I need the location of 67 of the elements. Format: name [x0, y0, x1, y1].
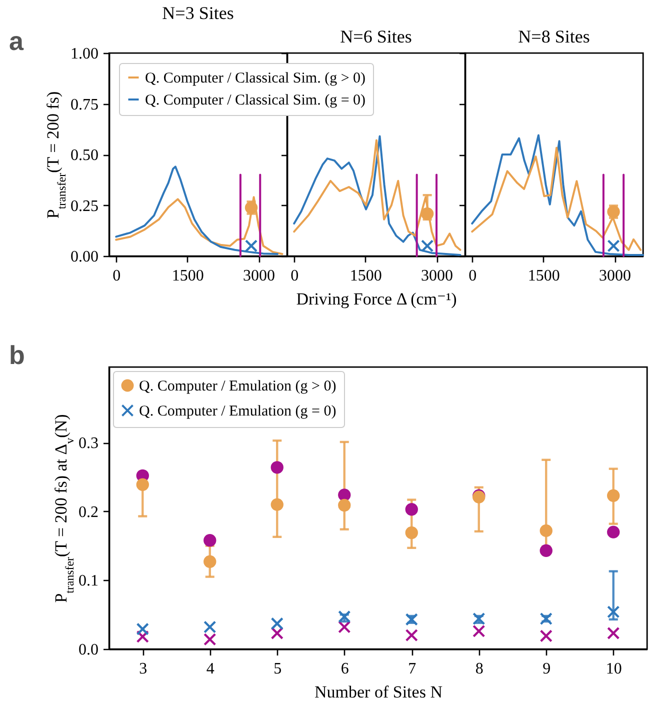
point	[405, 503, 418, 516]
x-axis-title: Driving Force Δ (cm⁻¹)	[296, 290, 457, 308]
y-tick-label: 0.0	[78, 642, 98, 658]
x-tick-label: 9	[542, 660, 551, 678]
point	[540, 612, 552, 626]
y-tick-label: 0.50	[70, 147, 98, 164]
y-tick-label: 0.3	[78, 435, 98, 452]
x-tick-label: 0	[468, 268, 477, 284]
point	[204, 534, 216, 547]
x-tick-label: 1500	[172, 268, 204, 284]
y-tick-label: 0.25	[70, 198, 98, 215]
point	[136, 478, 149, 491]
legend-label: Q. Computer / Emulation (g > 0)	[139, 378, 336, 394]
point	[270, 626, 284, 640]
point	[472, 612, 486, 626]
x-tick-label: 0	[290, 268, 299, 284]
x-tick-label: 1500	[350, 268, 382, 284]
point	[472, 624, 486, 638]
point	[540, 544, 552, 557]
x-tick-label: 0	[112, 268, 121, 284]
point	[405, 628, 418, 642]
x-tick-label: 8	[475, 660, 484, 678]
point	[338, 498, 351, 512]
line-series	[115, 166, 279, 255]
line-series	[115, 196, 284, 255]
chart-title: N=6 Sites	[340, 26, 412, 46]
point	[136, 630, 149, 643]
point	[136, 622, 149, 636]
x-tick-label: 4	[206, 660, 214, 678]
y-tick-label: 1.00	[70, 46, 98, 62]
x-tick-label: 3000	[421, 268, 454, 284]
point	[338, 620, 351, 634]
point	[405, 526, 418, 540]
legend-label: Q. Computer / Classical Sim. (g = 0)	[145, 92, 366, 108]
x-tick-label: 6	[340, 660, 349, 678]
y-tick-label: 0.2	[78, 504, 98, 521]
point	[270, 498, 284, 511]
text: b	[9, 340, 25, 370]
x-tick-label: 5	[274, 660, 282, 678]
point	[270, 461, 284, 474]
legend-label: Q. Computer / Classical Sim. (g > 0)	[145, 70, 366, 86]
x-tick-label: 1500	[528, 268, 560, 284]
point	[540, 630, 552, 642]
point	[204, 633, 216, 646]
point	[607, 526, 620, 538]
point	[204, 620, 216, 634]
y-tick-label: 0.00	[70, 248, 98, 266]
x-tick-label: 3000	[243, 268, 276, 284]
x-tick-label: 7	[408, 660, 416, 678]
point	[607, 489, 620, 502]
y-tick-label: 0.75	[70, 96, 98, 114]
point	[338, 488, 351, 502]
chart-title: N=8 Sites	[518, 26, 590, 46]
point	[540, 524, 552, 538]
point	[204, 555, 216, 568]
x-tick-label: 10	[606, 660, 622, 678]
text: a	[9, 26, 24, 56]
legend-label: Q. Computer / Emulation (g = 0)	[139, 404, 336, 420]
point	[338, 610, 351, 624]
chart-title: N=3 Sites	[162, 3, 234, 23]
point	[607, 626, 620, 640]
point	[607, 606, 620, 618]
x-tick-label: 3	[139, 660, 148, 678]
x-axis-title: Number of Sites N	[314, 682, 442, 702]
x-tick-label: 3000	[599, 268, 632, 284]
y-tick-label: 0.1	[78, 572, 98, 590]
point	[270, 617, 284, 630]
